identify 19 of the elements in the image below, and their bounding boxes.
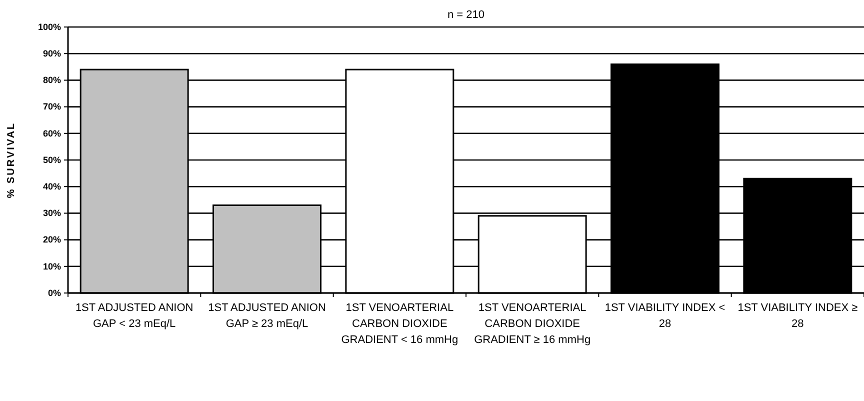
x-tick-label: 1ST VENOARTERIAL CARBON DIOXIDE GRADIENT ≥ 16 mmHg — [474, 302, 591, 346]
x-tick-label: 1ST VIABILITY INDEX ≥ 28 — [738, 302, 858, 330]
y-tick-label: 20% — [42, 234, 61, 245]
y-tick-label: 70% — [42, 102, 61, 112]
y-tick-label: 0% — [48, 288, 61, 298]
y-tick-label: 40% — [42, 181, 61, 192]
y-tick-label: 90% — [42, 48, 61, 58]
y-tick-label: 80% — [42, 75, 61, 86]
y-tick-label: 30% — [42, 208, 61, 218]
y-tick-label: 10% — [42, 261, 61, 272]
x-tick-label: 1ST ADJUSTED ANION GAP < 23 mEq/L — [75, 302, 194, 330]
x-tick-label: 1ST VENOARTERIAL CARBON DIOXIDE GRADIENT < 16 mmHg — [341, 302, 458, 346]
chart-title: n = 210 — [447, 9, 485, 21]
x-tick-label: 1ST ADJUSTED ANION GAP ≥ 23 mEq/L — [208, 302, 326, 330]
y-tick-label: 60% — [42, 128, 61, 138]
x-tick-label: 1ST VIABILITY INDEX < 28 — [604, 302, 726, 330]
y-axis-title: % SURVIVAL — [6, 122, 17, 198]
y-tick-label: 100% — [38, 22, 61, 32]
y-tick-label: 50% — [42, 154, 61, 165]
